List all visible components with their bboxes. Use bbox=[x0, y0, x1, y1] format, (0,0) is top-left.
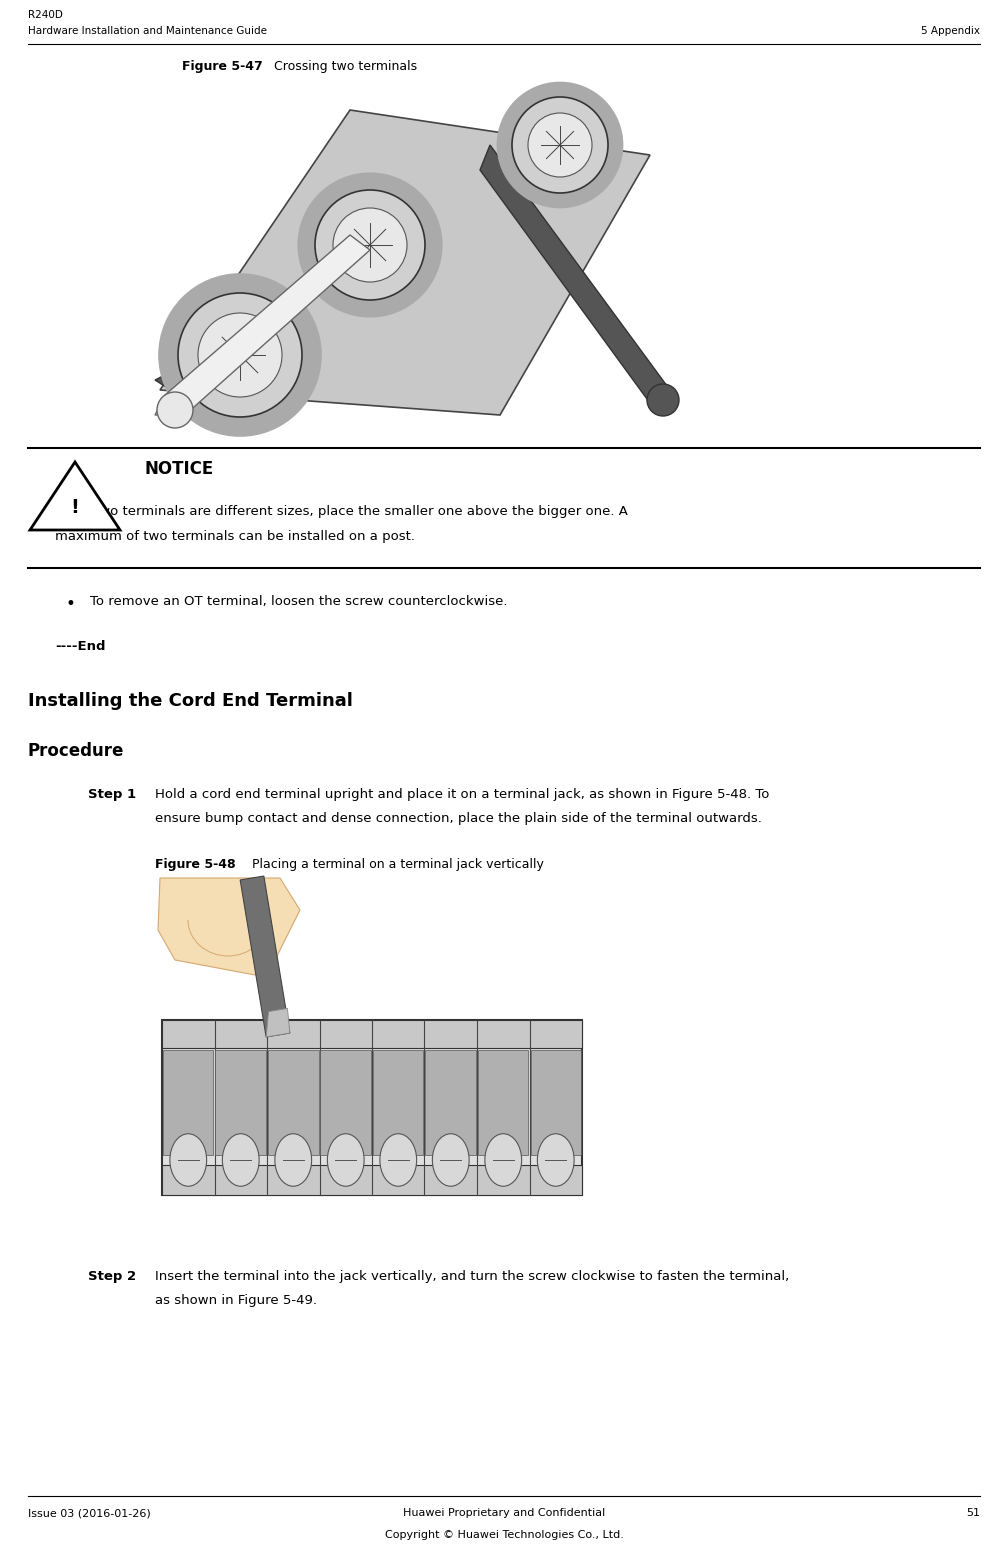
Circle shape bbox=[173, 288, 307, 422]
Text: CRFM4: CRFM4 bbox=[449, 1156, 454, 1178]
Circle shape bbox=[203, 400, 233, 429]
Text: •: • bbox=[65, 595, 75, 613]
Circle shape bbox=[508, 92, 612, 197]
Text: Step 1: Step 1 bbox=[88, 788, 136, 801]
Ellipse shape bbox=[170, 1135, 207, 1186]
Text: ----End: ----End bbox=[55, 639, 106, 653]
Polygon shape bbox=[155, 370, 225, 415]
Text: NOTICE: NOTICE bbox=[145, 461, 215, 478]
Circle shape bbox=[647, 384, 679, 415]
Bar bbox=[162, 1020, 582, 1196]
Text: If the two terminals are different sizes, place the smaller one above the bigger: If the two terminals are different sizes… bbox=[55, 505, 628, 519]
Polygon shape bbox=[266, 1009, 290, 1037]
Bar bbox=[478, 1050, 528, 1155]
Bar bbox=[425, 1050, 476, 1155]
Circle shape bbox=[168, 284, 311, 426]
Circle shape bbox=[198, 313, 282, 396]
Text: Installing the Cord End Terminal: Installing the Cord End Terminal bbox=[28, 693, 353, 710]
Circle shape bbox=[501, 86, 620, 205]
Ellipse shape bbox=[380, 1135, 416, 1186]
Circle shape bbox=[310, 185, 429, 304]
Text: Procedure: Procedure bbox=[28, 743, 124, 760]
Text: maximum of two terminals can be installed on a post.: maximum of two terminals can be installe… bbox=[55, 530, 415, 544]
Circle shape bbox=[528, 113, 592, 177]
Text: CDSR: CDSR bbox=[185, 1156, 191, 1174]
Ellipse shape bbox=[328, 1135, 364, 1186]
Bar bbox=[163, 1050, 214, 1155]
Text: CRFM5: CRFM5 bbox=[501, 1156, 506, 1178]
Text: Placing a terminal on a terminal jack vertically: Placing a terminal on a terminal jack ve… bbox=[248, 859, 544, 871]
Circle shape bbox=[504, 89, 616, 201]
Text: Hardware Installation and Maintenance Guide: Hardware Installation and Maintenance Gu… bbox=[28, 27, 267, 36]
Bar bbox=[162, 1164, 582, 1196]
Text: !: ! bbox=[71, 498, 80, 517]
Polygon shape bbox=[158, 878, 300, 975]
Ellipse shape bbox=[223, 1135, 259, 1186]
Text: Hold a cord end terminal upright and place it on a terminal jack, as shown in Fi: Hold a cord end terminal upright and pla… bbox=[155, 788, 769, 801]
Text: Step 2: Step 2 bbox=[88, 1269, 136, 1283]
Circle shape bbox=[158, 273, 322, 437]
Bar bbox=[321, 1050, 371, 1155]
Circle shape bbox=[314, 190, 425, 299]
Circle shape bbox=[297, 172, 443, 318]
Text: 5 Appendix: 5 Appendix bbox=[921, 27, 980, 36]
Bar bbox=[162, 1020, 582, 1048]
Polygon shape bbox=[30, 462, 120, 530]
Text: 51: 51 bbox=[966, 1507, 980, 1518]
Circle shape bbox=[512, 97, 608, 193]
Circle shape bbox=[306, 182, 433, 309]
Text: R240D: R240D bbox=[28, 9, 62, 20]
Polygon shape bbox=[155, 235, 370, 415]
Text: Figure 5-47: Figure 5-47 bbox=[182, 60, 263, 74]
Polygon shape bbox=[160, 110, 650, 415]
Text: CRFM2: CRFM2 bbox=[344, 1156, 348, 1178]
Text: Issue 03 (2016-01-26): Issue 03 (2016-01-26) bbox=[28, 1507, 151, 1518]
Circle shape bbox=[163, 277, 317, 432]
Text: ensure bump contact and dense connection, place the plain side of the terminal o: ensure bump contact and dense connection… bbox=[155, 812, 762, 824]
Text: Huawei Proprietary and Confidential: Huawei Proprietary and Confidential bbox=[403, 1507, 605, 1518]
Bar bbox=[216, 1050, 266, 1155]
Circle shape bbox=[333, 208, 407, 282]
Text: To remove an OT terminal, loosen the screw counterclockwise.: To remove an OT terminal, loosen the scr… bbox=[90, 595, 507, 608]
Circle shape bbox=[178, 293, 302, 417]
Text: CRFM3: CRFM3 bbox=[396, 1156, 401, 1178]
Text: Crossing two terminals: Crossing two terminals bbox=[270, 60, 417, 74]
Bar bbox=[530, 1050, 581, 1155]
Bar bbox=[373, 1050, 423, 1155]
Ellipse shape bbox=[275, 1135, 311, 1186]
Text: CRFM1: CRFM1 bbox=[290, 1156, 295, 1178]
Text: as shown in Figure 5-49.: as shown in Figure 5-49. bbox=[155, 1294, 317, 1307]
Circle shape bbox=[497, 81, 623, 208]
Text: Insert the terminal into the jack vertically, and turn the screw clockwise to fa: Insert the terminal into the jack vertic… bbox=[155, 1269, 789, 1283]
Ellipse shape bbox=[537, 1135, 575, 1186]
Polygon shape bbox=[240, 876, 290, 1037]
Text: CRFM0: CRFM0 bbox=[238, 1156, 243, 1178]
Polygon shape bbox=[480, 146, 670, 411]
Text: Copyright © Huawei Technologies Co., Ltd.: Copyright © Huawei Technologies Co., Ltd… bbox=[385, 1529, 623, 1540]
Circle shape bbox=[157, 392, 193, 428]
Bar bbox=[268, 1050, 319, 1155]
Ellipse shape bbox=[485, 1135, 521, 1186]
Ellipse shape bbox=[432, 1135, 469, 1186]
Text: Figure 5-48: Figure 5-48 bbox=[155, 859, 236, 871]
Circle shape bbox=[301, 177, 438, 313]
Text: CRFM5: CRFM5 bbox=[553, 1156, 558, 1178]
